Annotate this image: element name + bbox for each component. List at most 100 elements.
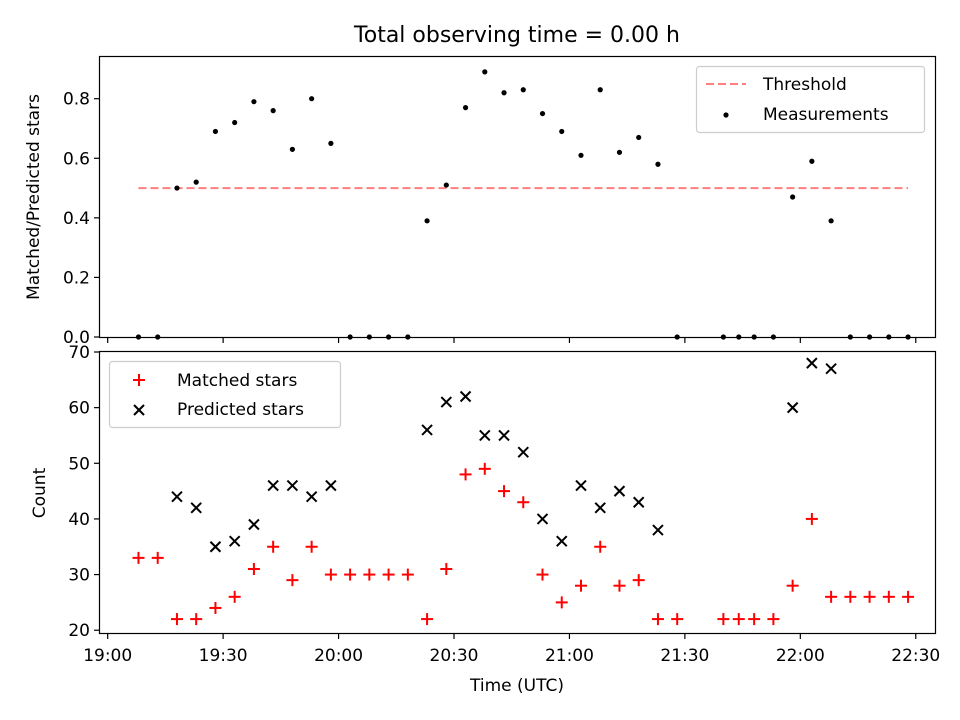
matched-star-marker: [363, 568, 376, 581]
bottom-x-axis-label: Time (UTC): [469, 676, 564, 696]
top-axes-frame: [98, 55, 937, 339]
matched-star-marker: [421, 613, 434, 626]
predicted-star-marker: [171, 490, 183, 503]
predicted-star-marker: [825, 362, 837, 375]
measurement-point: [559, 128, 565, 135]
measurement-point: [193, 179, 199, 185]
measurement-point: [809, 158, 815, 164]
predicted-star-marker: [575, 479, 587, 492]
measurement-point: [520, 87, 526, 93]
measurement-point: [270, 108, 276, 114]
measurement-point: [174, 185, 180, 191]
matched-star-marker: [748, 613, 761, 626]
legend-matched-swatch: [133, 374, 145, 386]
bottom-y-axis-label: Count: [30, 467, 50, 518]
matched-star-marker: [902, 590, 915, 603]
measurement-point: [655, 161, 661, 167]
y-tick-label: 0.4: [63, 209, 90, 229]
predicted-star-marker: [267, 479, 279, 492]
predicted-star-marker: [325, 479, 337, 492]
legend-measurements-label: Measurements: [763, 105, 889, 125]
matched-star-marker: [324, 568, 337, 581]
y-tick-label: 30: [68, 566, 90, 586]
measurement-point: [309, 96, 315, 102]
measurement-point: [289, 146, 295, 152]
predicted-star-marker: [806, 357, 818, 369]
matched-star-marker: [594, 540, 607, 553]
matched-star-marker: [651, 613, 664, 626]
measurement-point: [462, 105, 469, 111]
x-tick-label: 22:30: [891, 646, 940, 666]
predicted-star-marker: [421, 424, 433, 436]
measurement-point: [597, 87, 603, 93]
matched-star-marker: [209, 601, 222, 614]
measurement-point: [443, 182, 449, 188]
predicted-star-marker: [786, 401, 799, 414]
bottom-y-ticks: 20 30 40 50 60 70: [68, 343, 100, 641]
bottom-axes-frame: [98, 350, 937, 635]
matched-star-marker: [632, 574, 645, 587]
predicted-star-marker: [633, 496, 645, 508]
measurement-point: [212, 128, 219, 135]
matched-star-marker: [228, 590, 241, 603]
x-tick-label: 21:30: [660, 646, 709, 666]
top-plot-area: [135, 69, 911, 340]
bottom-panel: 20 30 40 50 60 70 19:00 19:30 20:00 20:30 21:00 21…: [30, 343, 940, 696]
matched-star-marker: [132, 551, 145, 564]
matched-star-marker: [805, 512, 818, 525]
y-tick-label: 0.6: [63, 149, 90, 169]
measurement-point: [328, 140, 334, 146]
measurement-point: [636, 134, 642, 141]
predicted-star-marker: [459, 390, 472, 403]
matched-star-marker: [825, 590, 838, 603]
y-tick-label: 40: [68, 510, 90, 530]
top-legend: Threshold Measurements: [695, 65, 926, 134]
legend-measurements-swatch: [723, 112, 729, 118]
x-tick-label: 19:30: [199, 646, 248, 666]
predicted-star-marker: [536, 513, 549, 525]
matched-star-marker: [267, 540, 280, 553]
top-legend-box: [695, 65, 926, 134]
matched-star-marker: [882, 590, 895, 603]
predicted-star-marker: [594, 502, 606, 514]
measurement-point: [828, 218, 834, 224]
measurement-point: [616, 149, 623, 155]
x-tick-label: 22:00: [776, 646, 825, 666]
measurement-point: [578, 152, 584, 158]
predicted-star-marker: [209, 541, 222, 553]
figure-title: Total observing time = 0.00 h: [353, 23, 680, 48]
top-y-ticks: 0.0 0.2 0.4 0.6 0.8: [63, 90, 100, 348]
measurement-point: [251, 99, 257, 105]
measurement-point: [539, 110, 546, 117]
bottom-legend-box: [108, 360, 342, 429]
matched-star-marker: [555, 596, 568, 609]
matched-star-marker: [574, 579, 587, 592]
predicted-star-marker: [228, 535, 241, 547]
bottom-legend: Matched stars Predicted stars: [108, 360, 342, 429]
matched-star-marker: [286, 574, 299, 587]
x-tick-label: 20:00: [314, 646, 363, 666]
matched-star-marker: [536, 568, 549, 581]
legend-predicted-swatch: [133, 404, 145, 416]
matched-star-marker: [478, 462, 491, 475]
y-tick-label: 70: [68, 343, 90, 363]
matched-star-marker: [151, 551, 164, 564]
matched-star-marker: [305, 540, 318, 553]
predicted-star-marker: [286, 479, 299, 492]
measurement-point: [501, 90, 507, 96]
x-tick-label: 19:00: [83, 646, 132, 666]
matched-star-marker: [440, 563, 453, 576]
predicted-star-marker: [652, 524, 664, 536]
measurement-point: [482, 69, 488, 75]
matched-star-marker: [382, 568, 395, 581]
measurement-point: [790, 194, 796, 200]
predicted-star-marker: [440, 396, 453, 408]
bottom-x-ticks: 19:00 19:30 20:00 20:30 21:00 21:30 22:00 22:30: [83, 633, 940, 666]
top-panel: 0.00.20.40.60.8 Matched/Predicted stars …: [24, 55, 937, 348]
matched-star-marker: [863, 590, 876, 603]
matched-star-marker: [786, 579, 799, 592]
measurement-point: [232, 119, 238, 126]
measurement-point: [424, 218, 430, 224]
matched-star-marker: [401, 568, 414, 581]
